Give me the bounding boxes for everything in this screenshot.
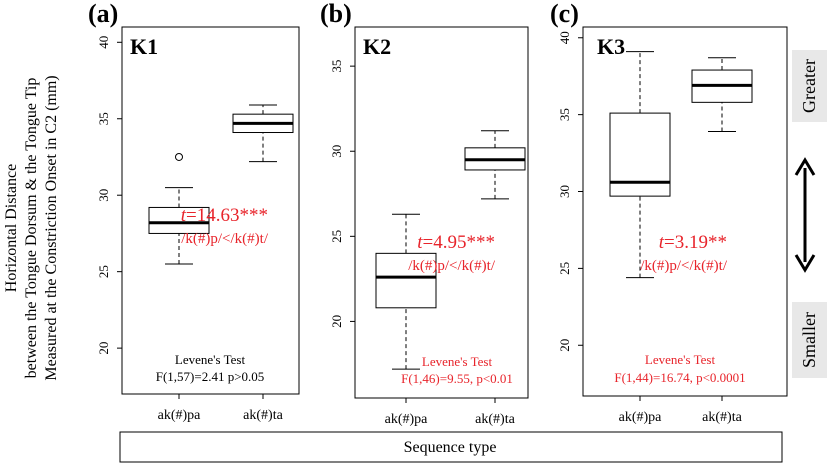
plot-frame [582, 26, 788, 397]
category-label: ak(#)ta [702, 410, 742, 425]
y-tick-label: 20 [96, 342, 111, 355]
panel-letter: (c) [550, 0, 579, 28]
greater-label: Greater [799, 59, 819, 113]
y-axis-title-line-3: Measured at the Constriction Onset in C2… [43, 75, 60, 380]
y-tick-label: 25 [96, 265, 111, 278]
panel-title: K1 [130, 34, 158, 59]
y-axis-title: Horizontal Distance between the Tongue D… [3, 75, 60, 380]
panel-k1: (a) K1 20 25 30 35 40 ak(#)pa ak(#)ta t=14.63*** /… [88, 0, 300, 423]
y-tick-label: 40 [557, 31, 572, 44]
panel-letter: (b) [320, 0, 352, 28]
box-ak(#)pa [375, 213, 437, 370]
category-label: ak(#)pa [158, 408, 202, 423]
y-tick-label: 35 [96, 112, 111, 125]
scale-indicator: Greater Smaller [792, 50, 827, 378]
box-iqr [148, 206, 210, 234]
smaller-label-box [792, 302, 827, 378]
double-arrow-up-head [794, 157, 816, 176]
box-ak(#)ta [691, 57, 753, 133]
comparison-label: /k(#)p/</k(#)t/ [181, 231, 269, 247]
panel-title: K2 [363, 34, 391, 59]
y-tick-label: 30 [96, 189, 111, 202]
levene-statistic: F(1,46)=9.55, p<0.01 [401, 371, 513, 386]
x-axis-title-frame [119, 431, 783, 463]
panel-title: K3 [597, 34, 625, 59]
category-label: ak(#)ta [243, 408, 283, 423]
double-arrow-down-head [794, 254, 816, 273]
comparison-label: /k(#)p/</k(#)t/ [640, 258, 728, 274]
panel-letter: (a) [88, 0, 118, 28]
x-axis-title: Sequence type [404, 439, 497, 456]
y-axis-title-line-1: Horizontal Distance [3, 164, 20, 292]
y-tick-label: 20 [329, 315, 344, 328]
category-label: ak(#)pa [385, 412, 429, 427]
box-iqr [375, 252, 437, 309]
y-tick-label: 30 [557, 185, 572, 198]
chart-panels: (a) K1 20 25 30 35 40 ak(#)pa ak(#)ta t=14.63*** /… [88, 0, 788, 427]
box-ak(#)ta [464, 130, 526, 200]
panel-k2: (b) K2 20 25 30 35 ak(#)pa ak(#)ta t=4.95*** /k(#… [320, 0, 529, 427]
greater-label-box [792, 50, 827, 122]
category-label: ak(#)ta [475, 412, 515, 427]
levene-statistic: F(1,44)=16.74, p<0.0001 [614, 370, 745, 385]
y-tick-label: 40 [96, 36, 111, 49]
levene-title: Levene's Test [422, 354, 493, 369]
levene-title: Levene's Test [175, 352, 246, 367]
comparison-label: /k(#)p/</k(#)t/ [408, 258, 496, 274]
t-statistic: t=3.19** [659, 232, 727, 253]
outlier-point [175, 152, 183, 161]
levene-statistic: F(1,57)=2.41 p>0.05 [156, 369, 265, 384]
box-ak(#)pa [609, 51, 671, 279]
y-tick-label: 25 [557, 262, 572, 275]
category-label: ak(#)pa [619, 410, 663, 425]
box-ak(#)pa [148, 152, 210, 265]
x-axis-title-box: Sequence type [119, 431, 783, 463]
panel-k3: (c) K3 20 25 30 35 40 ak(#)pa ak(#)ta t=3.19** /k(… [550, 0, 788, 425]
smaller-label: Smaller [799, 312, 819, 368]
y-tick-label: 35 [557, 108, 572, 121]
t-statistic: t=14.63*** [181, 205, 268, 226]
y-tick-label: 35 [329, 60, 344, 73]
t-statistic: t=4.95*** [417, 232, 495, 253]
y-tick-label: 30 [329, 145, 344, 158]
plot-frame [354, 26, 529, 399]
levene-title: Levene's Test [645, 352, 716, 367]
y-axis-title-line-2: between the Tongue Dorsum & the Tongue T… [23, 78, 40, 379]
box-ak(#)ta [232, 104, 294, 163]
y-tick-label: 20 [557, 339, 572, 352]
y-tick-label: 25 [329, 230, 344, 243]
